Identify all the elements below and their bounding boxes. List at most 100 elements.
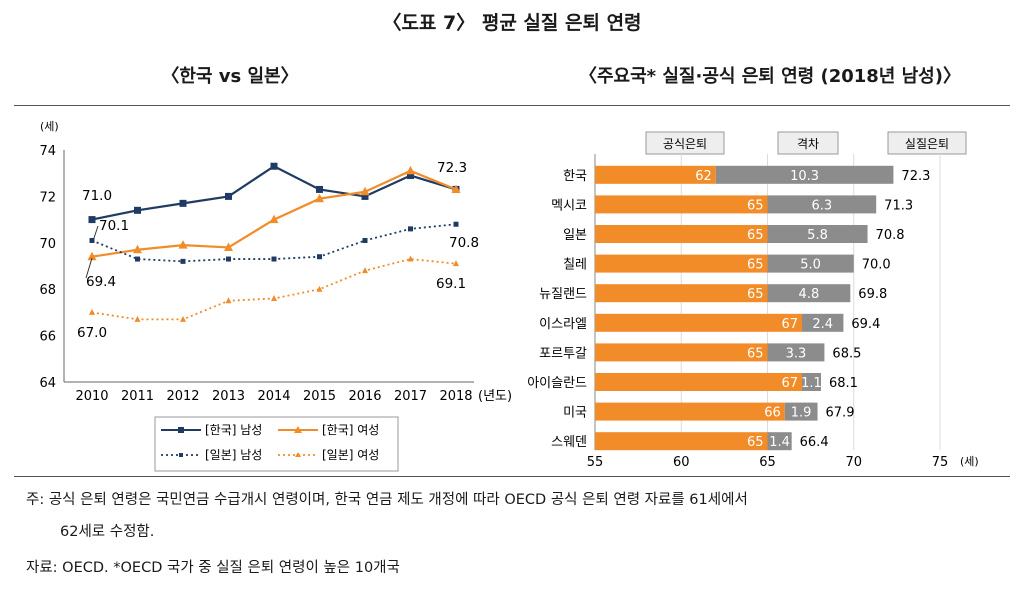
- gap-value-label: 1.1: [801, 376, 822, 391]
- category-label: 아이슬란드: [527, 376, 587, 391]
- point-japan-male: [408, 226, 413, 232]
- legend-actual: 실질은퇴: [905, 137, 949, 151]
- annotation-japan-male-2018: 70.8: [449, 235, 479, 251]
- bar-x-tick-label: 75: [932, 455, 949, 470]
- point-japan-female: [89, 308, 95, 315]
- point-japan-male: [89, 237, 95, 243]
- official-value-label: 65: [747, 435, 764, 450]
- annotation-japan-female-2010: 67.0: [77, 325, 107, 341]
- gap-value-label: 2.4: [812, 317, 833, 332]
- point-korea-female: [451, 184, 461, 193]
- left-chart-title: 〈한국 vs 일본〉: [161, 66, 299, 87]
- annotation-korea-female-2010: 69.4: [86, 274, 116, 290]
- official-value-label: 67: [781, 376, 798, 391]
- actual-value-label: 68.1: [829, 376, 858, 391]
- point-korea-male: [134, 206, 141, 214]
- point-japan-female: [134, 315, 141, 322]
- series-line-japan-female: [91, 258, 457, 321]
- category-label: 포르투갈: [539, 346, 587, 361]
- y-tick-label: 66: [39, 330, 56, 345]
- category-label: 미국: [563, 406, 587, 421]
- point-korea-male: [316, 185, 323, 193]
- point-japan-female: [225, 297, 232, 304]
- category-label: 일본: [563, 228, 587, 243]
- bar-official-9: [595, 432, 768, 451]
- point-japan-female: [362, 267, 368, 274]
- point-japan-male: [180, 258, 186, 264]
- bar-official-5: [595, 313, 802, 332]
- gap-value-label: 5.8: [807, 228, 828, 243]
- point-korea-female: [87, 251, 97, 261]
- category-label: 스웨덴: [551, 435, 587, 450]
- point-japan-male: [135, 256, 140, 262]
- actual-value-label: 70.0: [862, 258, 891, 273]
- bar-x-tick-label: 65: [759, 455, 776, 470]
- bar-official-3: [595, 254, 768, 273]
- x-tick-label: 2013: [212, 389, 245, 404]
- bar-gap-2: [767, 225, 868, 243]
- gap-value-label: 1.4: [769, 435, 790, 450]
- actual-value-label: 69.8: [858, 287, 887, 302]
- legend-box-gap: [777, 131, 839, 155]
- x-tick-label: 2017: [394, 389, 427, 404]
- bar-official-2: [595, 225, 768, 243]
- point-japan-male: [453, 221, 459, 227]
- legend-official: 공식은퇴: [663, 137, 707, 151]
- bar-official-7: [595, 373, 802, 391]
- x-tick-label: 2010: [75, 389, 108, 404]
- bar-gap-0: [715, 165, 894, 184]
- line-chart: (세) 64 66 68 70 72 74 2010 2011 2012 2013 2014 201…: [39, 120, 512, 472]
- category-label: 멕시코: [551, 198, 587, 213]
- footnote-line-1: 주: 공식 은퇴 연령은 국민연금 수급개시 연령이며, 한국 연금 제도 개정…: [26, 492, 748, 508]
- point-korea-female: [224, 242, 233, 251]
- gap-value-label: 4.8: [799, 287, 820, 302]
- legend-korea-male: [한국] 남성: [205, 423, 262, 437]
- point-korea-female: [269, 214, 279, 224]
- point-korea-male: [361, 192, 369, 200]
- point-korea-male: [179, 199, 187, 207]
- actual-value-label: 71.3: [884, 198, 913, 213]
- category-label: 이스라엘: [539, 317, 587, 332]
- series-line-korea-female: [91, 169, 457, 258]
- gap-value-label: 5.0: [800, 258, 821, 273]
- bottom-divider: [14, 476, 1010, 477]
- bar-gap-7: [802, 373, 821, 391]
- bar-x-tick-label: 60: [673, 455, 690, 470]
- y-tick-label: 64: [39, 376, 56, 391]
- actual-value-label: 72.3: [901, 169, 930, 184]
- actual-value-label: 67.9: [826, 406, 855, 421]
- annotation-japan-male-2010: 70.1: [99, 218, 129, 234]
- point-japan-male: [362, 237, 368, 243]
- point-japan-male: [317, 254, 322, 260]
- point-japan-female: [316, 285, 323, 292]
- bar-official-4: [595, 284, 768, 303]
- bar-chart: 공식은퇴 격차 실질은퇴 62 10.3 72.3 65 6.3 71.3 65 5.8 70.…: [527, 131, 979, 470]
- actual-value-label: 70.8: [876, 228, 905, 243]
- annotation-leader-japan-male: [92, 225, 99, 242]
- y-tick-label: 74: [39, 144, 56, 159]
- gap-value-label: 3.3: [786, 346, 807, 361]
- official-value-label: 65: [747, 287, 764, 302]
- point-korea-female: [406, 165, 415, 175]
- actual-value-label: 69.4: [851, 317, 880, 332]
- y-unit-label: (세): [40, 120, 59, 133]
- y-tick-label: 72: [39, 190, 56, 205]
- point-korea-female: [315, 193, 324, 203]
- x-tick-label: 2015: [303, 389, 336, 404]
- point-japan-female: [407, 255, 414, 262]
- x-tick-label: 2016: [348, 389, 381, 404]
- series-line-japan-male: [91, 223, 457, 263]
- x-tick-label: 2011: [121, 389, 154, 404]
- point-japan-female: [453, 260, 459, 267]
- footnote-line-2: 62세로 수정함.: [60, 524, 155, 540]
- official-value-label: 66: [764, 406, 781, 421]
- category-label: 뉴질랜드: [539, 287, 587, 302]
- source-note: 자료: OECD. *OECD 국가 중 실질 은퇴 연령이 높은 10개국: [26, 560, 400, 576]
- x-tick-label: 2014: [257, 389, 290, 404]
- gap-value-label: 6.3: [811, 198, 832, 213]
- x-unit-label: (년도): [478, 389, 512, 404]
- official-value-label: 65: [747, 346, 764, 361]
- actual-value-label: 68.5: [832, 346, 861, 361]
- bar-x-unit-label: (세): [960, 455, 979, 468]
- annotation-korea-2018: 72.3: [437, 160, 467, 176]
